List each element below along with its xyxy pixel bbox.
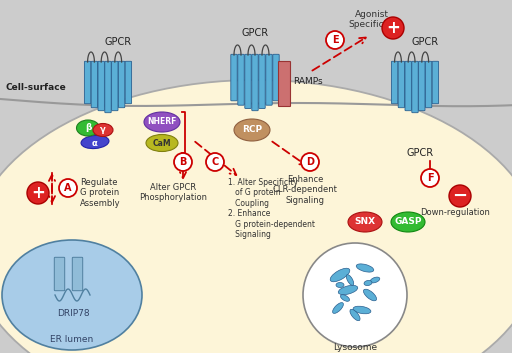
Text: Regulate
G protein
Assembly: Regulate G protein Assembly <box>80 178 121 208</box>
Text: +: + <box>31 184 45 202</box>
Text: Agonist
Specificity: Agonist Specificity <box>348 10 396 29</box>
Ellipse shape <box>336 282 344 287</box>
Ellipse shape <box>340 295 350 301</box>
Text: F: F <box>426 173 433 183</box>
Text: DRIP78: DRIP78 <box>57 309 89 317</box>
FancyBboxPatch shape <box>419 61 425 111</box>
Text: GASP: GASP <box>394 217 422 227</box>
Circle shape <box>303 243 407 347</box>
Text: Enhance
CLR-dependent
Signaling: Enhance CLR-dependent Signaling <box>272 175 337 205</box>
Text: Alter GPCR
Phosphorylation: Alter GPCR Phosphorylation <box>139 183 207 202</box>
Text: A: A <box>64 183 72 193</box>
Ellipse shape <box>0 80 512 353</box>
FancyBboxPatch shape <box>125 61 132 104</box>
Text: C: C <box>211 157 219 167</box>
Circle shape <box>27 182 49 204</box>
Ellipse shape <box>330 268 350 282</box>
Text: NHERF: NHERF <box>147 118 177 126</box>
Text: ER lumen: ER lumen <box>50 335 94 345</box>
Ellipse shape <box>391 212 425 232</box>
Ellipse shape <box>353 306 371 314</box>
Ellipse shape <box>346 275 354 285</box>
Ellipse shape <box>370 277 380 283</box>
Ellipse shape <box>348 212 382 232</box>
Circle shape <box>206 153 224 171</box>
Text: Down-regulation: Down-regulation <box>420 208 490 217</box>
Text: γ: γ <box>100 126 106 134</box>
Text: CaM: CaM <box>153 138 172 148</box>
Text: α: α <box>91 138 97 148</box>
FancyBboxPatch shape <box>98 61 104 111</box>
FancyBboxPatch shape <box>72 257 83 291</box>
Text: −: − <box>453 187 467 205</box>
Text: +: + <box>386 19 400 37</box>
Text: Lysosome: Lysosome <box>333 343 377 353</box>
Circle shape <box>174 153 192 171</box>
FancyBboxPatch shape <box>398 61 404 108</box>
Text: 1. Alter Specificity
   of G protein
   Coupling
2. Enhance
   G protein-depende: 1. Alter Specificity of G protein Coupli… <box>228 178 315 239</box>
Circle shape <box>421 169 439 187</box>
Circle shape <box>59 179 77 197</box>
FancyBboxPatch shape <box>391 61 398 104</box>
Circle shape <box>382 17 404 39</box>
Ellipse shape <box>350 309 360 321</box>
Text: D: D <box>306 157 314 167</box>
FancyBboxPatch shape <box>259 54 265 108</box>
FancyBboxPatch shape <box>118 61 125 108</box>
FancyBboxPatch shape <box>412 61 418 113</box>
Text: GPCR: GPCR <box>412 37 439 47</box>
Text: RCP: RCP <box>242 126 262 134</box>
Ellipse shape <box>364 289 376 301</box>
Ellipse shape <box>81 136 109 149</box>
Circle shape <box>449 185 471 207</box>
FancyBboxPatch shape <box>425 61 432 108</box>
FancyBboxPatch shape <box>245 54 251 108</box>
Ellipse shape <box>2 240 142 350</box>
Ellipse shape <box>234 119 270 141</box>
FancyBboxPatch shape <box>105 61 111 113</box>
Ellipse shape <box>333 303 344 313</box>
Text: RAMPs: RAMPs <box>293 78 323 86</box>
Ellipse shape <box>144 112 180 132</box>
Ellipse shape <box>356 264 374 272</box>
Text: GPCR: GPCR <box>242 28 269 38</box>
FancyBboxPatch shape <box>279 61 290 107</box>
Ellipse shape <box>146 134 178 151</box>
Text: B: B <box>179 157 187 167</box>
Ellipse shape <box>364 280 372 286</box>
Circle shape <box>301 153 319 171</box>
FancyBboxPatch shape <box>238 54 244 105</box>
Ellipse shape <box>338 285 358 295</box>
Ellipse shape <box>93 124 113 137</box>
Text: Cell-surface: Cell-surface <box>6 84 67 92</box>
FancyBboxPatch shape <box>252 54 258 111</box>
Circle shape <box>326 31 344 49</box>
FancyBboxPatch shape <box>91 61 98 108</box>
Ellipse shape <box>76 120 99 136</box>
Text: GPCR: GPCR <box>407 148 434 158</box>
FancyBboxPatch shape <box>54 257 65 291</box>
FancyBboxPatch shape <box>84 61 91 104</box>
Text: GPCR: GPCR <box>104 37 132 47</box>
FancyBboxPatch shape <box>273 54 279 101</box>
FancyBboxPatch shape <box>112 61 118 111</box>
FancyBboxPatch shape <box>432 61 439 104</box>
Text: β: β <box>85 124 91 132</box>
Text: SNX: SNX <box>354 217 376 227</box>
FancyBboxPatch shape <box>266 54 272 105</box>
FancyBboxPatch shape <box>231 54 237 101</box>
FancyBboxPatch shape <box>405 61 412 111</box>
Text: E: E <box>332 35 338 45</box>
